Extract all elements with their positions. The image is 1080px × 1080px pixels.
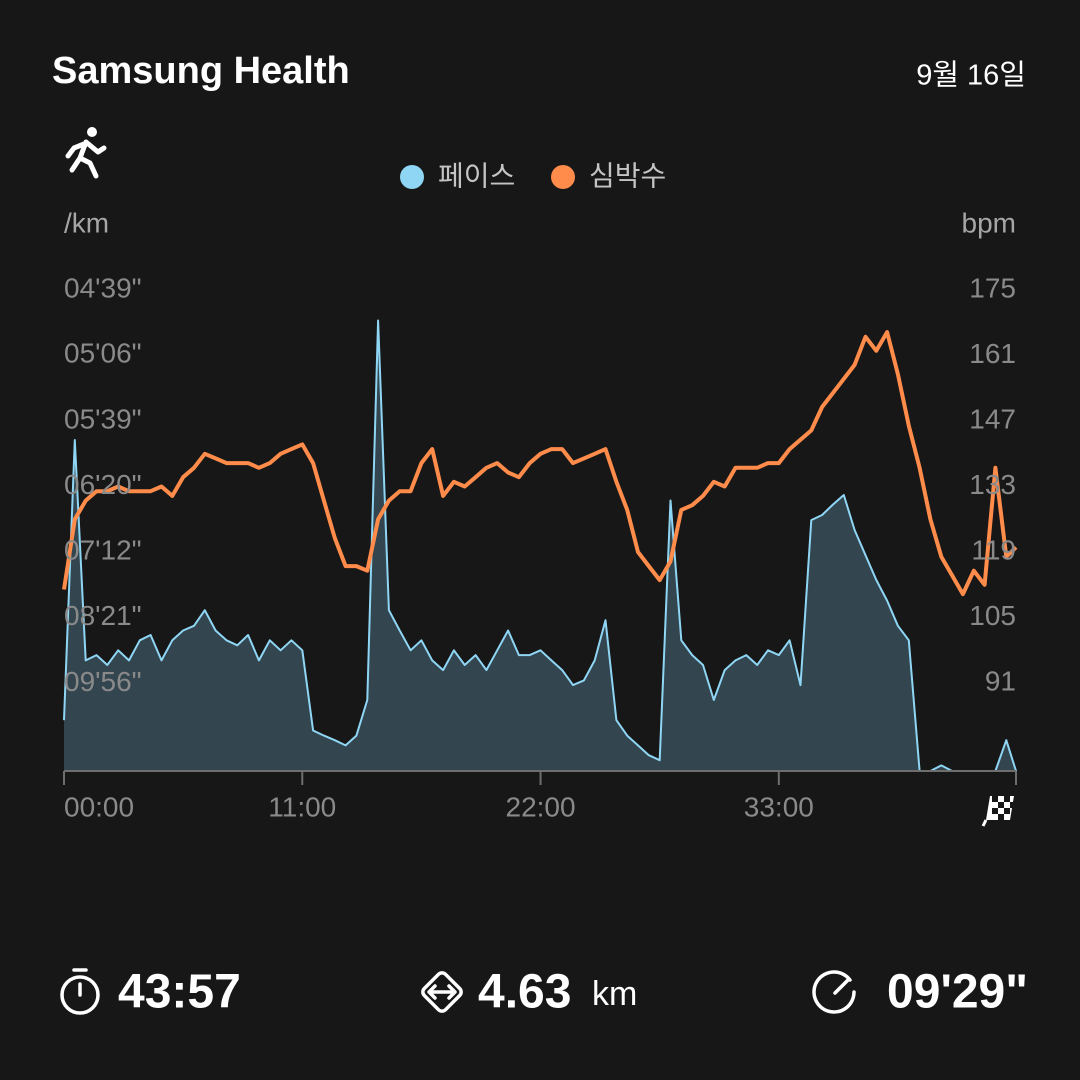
finish-flag xyxy=(981,796,1014,827)
x-tick-label: 00:00 xyxy=(64,791,134,822)
distance-unit: km xyxy=(592,975,637,1013)
distance-icon xyxy=(421,971,463,1013)
pace-icon xyxy=(812,970,856,1014)
run-icon xyxy=(65,127,107,179)
y2-tick-label: 119 xyxy=(971,534,1016,565)
y-tick-label: 05'39" xyxy=(64,403,142,434)
date: 9월 16일 xyxy=(916,59,1026,92)
heart-rate-line xyxy=(62,330,1018,597)
y-tick-label: 05'06" xyxy=(64,338,142,369)
legend-swatch xyxy=(551,165,575,189)
y2-tick-label: 175 xyxy=(969,272,1016,303)
app-title: Samsung Health xyxy=(52,50,350,92)
pace-line xyxy=(63,319,1017,772)
x-tick-label: 22:00 xyxy=(506,791,576,822)
y-tick-label: 06'20" xyxy=(64,469,142,500)
y2-tick-label: 91 xyxy=(985,665,1016,696)
legend-swatch xyxy=(400,165,424,189)
x-tick-label: 33:00 xyxy=(744,791,814,822)
y2-tick-label: 133 xyxy=(969,469,1016,500)
legend-label: 페이스 xyxy=(438,160,515,191)
y2-tick-label: 161 xyxy=(969,338,1016,369)
x-tick-label: 11:00 xyxy=(268,791,336,822)
average-pace: 09'29" xyxy=(887,966,1028,1019)
y2-tick-label: 105 xyxy=(969,600,1016,631)
plot xyxy=(62,319,1018,772)
y2-axis-label: bpm xyxy=(962,207,1016,238)
y-tick-label: 09'56" xyxy=(64,666,142,697)
duration: 43:57 xyxy=(118,966,241,1019)
distance: 4.63 xyxy=(478,966,571,1019)
y-tick-label: 07'12" xyxy=(64,534,142,565)
y-axis-label: /km xyxy=(64,207,109,238)
timer-icon xyxy=(60,968,100,1015)
y-tick-label: 08'21" xyxy=(64,600,142,631)
legend-label: 심박수 xyxy=(589,160,666,191)
y-tick-label: 04'39" xyxy=(64,272,142,303)
pace-area xyxy=(64,320,1016,771)
y2-tick-label: 147 xyxy=(969,403,1016,434)
